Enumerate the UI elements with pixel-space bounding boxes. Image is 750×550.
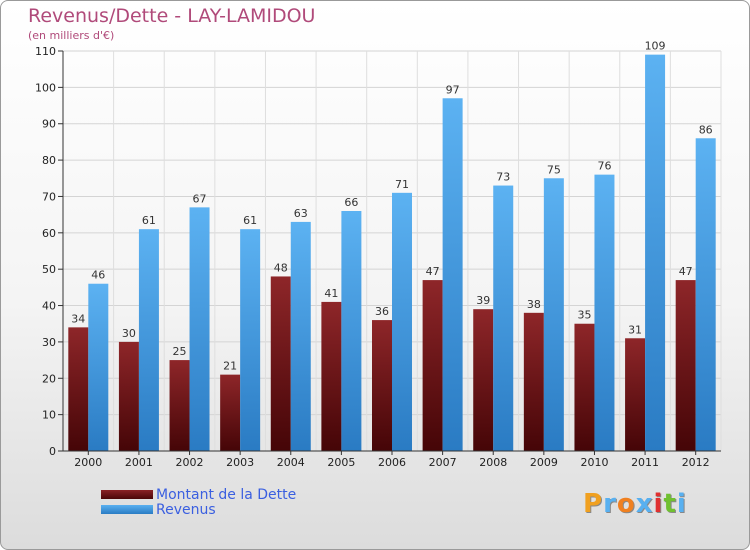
chart-title: Revenus/Dette - LAY-LAMIDOU xyxy=(28,5,316,27)
x-tick-label: 2006 xyxy=(378,456,406,469)
x-tick-label: 2001 xyxy=(125,456,153,469)
legend-item-dette: Montant de la Dette xyxy=(101,486,297,503)
legend-label-revenus: Revenus xyxy=(156,501,216,518)
bar xyxy=(695,138,716,452)
bar xyxy=(138,229,159,451)
brand-letter: P xyxy=(583,489,604,519)
data-label: 31 xyxy=(628,323,642,336)
y-tick-label: 70 xyxy=(42,190,56,203)
bar xyxy=(523,312,544,451)
data-label: 76 xyxy=(597,160,611,173)
bar xyxy=(341,211,362,451)
bar xyxy=(372,320,392,451)
data-label: 34 xyxy=(71,312,85,325)
data-label: 86 xyxy=(699,123,713,136)
data-label: 63 xyxy=(294,207,308,220)
y-tick-label: 110 xyxy=(35,45,56,58)
bar xyxy=(645,54,666,452)
data-label: 71 xyxy=(395,178,409,191)
brand-letter: r xyxy=(603,489,617,519)
bar xyxy=(169,360,190,451)
y-tick-label: 50 xyxy=(42,263,56,276)
bar xyxy=(594,174,615,452)
x-tick-label: 2005 xyxy=(327,456,355,469)
y-tick-label: 10 xyxy=(42,409,56,422)
legend: Montant de la Dette Revenus xyxy=(101,486,297,518)
x-tick-label: 2008 xyxy=(479,456,507,469)
brand-letter: x xyxy=(635,489,654,519)
bar xyxy=(118,341,139,451)
x-tick-label: 2000 xyxy=(74,456,102,469)
brand-letter: t xyxy=(663,489,677,519)
y-tick-label: 30 xyxy=(42,336,56,349)
legend-item-revenus: Revenus xyxy=(101,501,296,518)
data-label: 35 xyxy=(577,309,591,322)
bar xyxy=(68,327,89,451)
bar xyxy=(270,276,291,451)
y-tick-label: 60 xyxy=(42,227,56,240)
brand-letter: o xyxy=(616,489,636,519)
data-label: 61 xyxy=(142,214,156,227)
bar xyxy=(625,338,646,451)
y-tick-label: 80 xyxy=(42,154,56,167)
x-tick-label: 2009 xyxy=(530,456,558,469)
bar xyxy=(220,374,241,451)
y-tick-label: 0 xyxy=(49,445,56,458)
bar-layer xyxy=(68,54,716,452)
y-tick-label: 40 xyxy=(42,300,56,313)
chart-subtitle: (en milliers d'€) xyxy=(28,29,115,42)
data-label: 36 xyxy=(375,305,389,318)
bar xyxy=(321,301,342,451)
data-label: 21 xyxy=(223,360,237,373)
brand-letter: i xyxy=(676,489,687,519)
legend-label-dette: Montant de la Dette xyxy=(156,486,297,503)
x-tick-label: 2002 xyxy=(176,456,204,469)
data-label: 67 xyxy=(193,192,207,205)
data-label: 47 xyxy=(426,265,440,278)
data-label: 73 xyxy=(496,171,510,184)
data-label: 66 xyxy=(344,196,358,209)
x-tick-label: 2004 xyxy=(277,456,305,469)
bar xyxy=(675,280,696,451)
bar xyxy=(422,280,443,451)
y-tick-label: 100 xyxy=(35,81,56,94)
brand-letter: i xyxy=(653,489,664,519)
bar xyxy=(189,207,210,451)
x-tick-label: 2003 xyxy=(226,456,254,469)
label-layer: 34 46 30 61 25 67 21 61 48 63 41 66 36 71 47 97 39 73 38 75… xyxy=(71,40,712,373)
bar xyxy=(392,192,412,451)
bar xyxy=(574,323,595,451)
data-label: 41 xyxy=(324,287,338,300)
data-label: 75 xyxy=(547,163,561,176)
data-label: 30 xyxy=(122,327,136,340)
data-label: 38 xyxy=(527,298,541,311)
x-tick-label: 2010 xyxy=(580,456,608,469)
data-label: 97 xyxy=(446,83,460,96)
y-tick-label: 90 xyxy=(42,118,56,131)
data-label: 47 xyxy=(679,265,693,278)
data-label: 46 xyxy=(91,269,105,282)
legend-swatch-revenus xyxy=(101,505,153,514)
x-tick-label: 2011 xyxy=(631,456,659,469)
data-label: 48 xyxy=(274,261,288,274)
y-tick-label: 20 xyxy=(42,372,56,385)
data-label: 61 xyxy=(243,214,257,227)
bar xyxy=(290,221,311,451)
x-tick-label: 2007 xyxy=(429,456,457,469)
data-label: 25 xyxy=(173,345,187,358)
bar xyxy=(473,309,494,451)
bar xyxy=(493,185,514,451)
bar xyxy=(88,283,109,451)
bar xyxy=(240,229,261,451)
legend-swatch-dette xyxy=(101,490,153,499)
bar xyxy=(442,98,463,451)
bar xyxy=(543,178,564,452)
data-label: 39 xyxy=(476,294,490,307)
axis-layer: 0 10 20 30 40 50 60 70 80 90 100 110 2000 2001 2002 200… xyxy=(35,45,721,469)
x-tick-label: 2012 xyxy=(682,456,710,469)
data-label: 109 xyxy=(645,40,666,53)
brand-logo: Proxiti xyxy=(583,489,687,519)
